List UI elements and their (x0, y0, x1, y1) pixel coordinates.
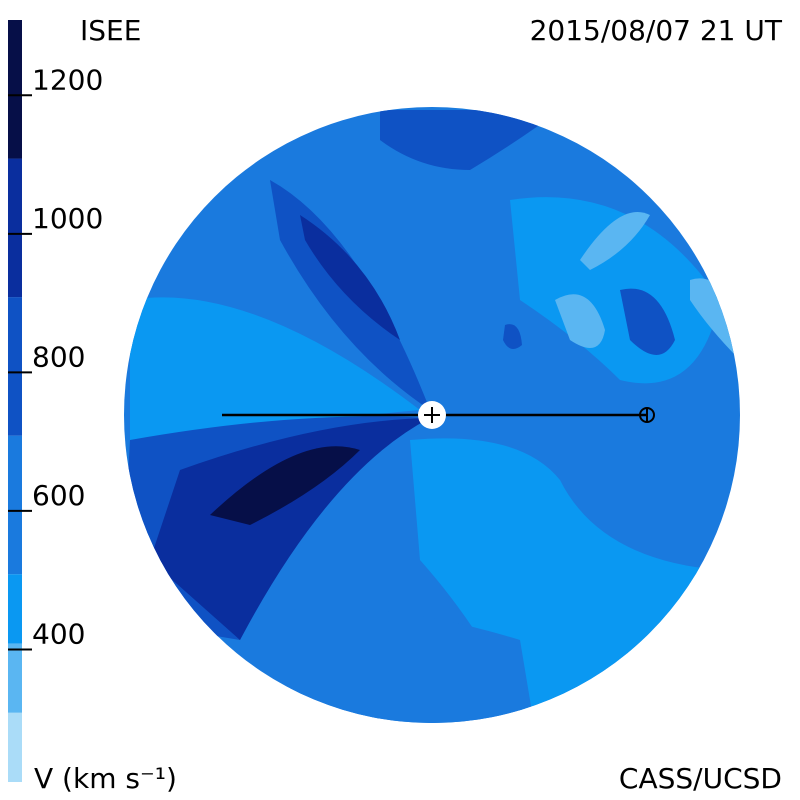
colorbar-tick-label: 1200 (32, 63, 103, 96)
colorbar-band (8, 574, 22, 644)
colorbar-band (8, 435, 22, 575)
colorbar-band (8, 158, 22, 298)
credit: CASS/UCSD (619, 762, 782, 795)
chart-title: ISEE (80, 14, 141, 47)
colorbar-band (8, 297, 22, 436)
velocity-disk (124, 107, 740, 723)
colorbar-label: V (km s⁻¹) (34, 762, 177, 795)
colorbar-band (8, 20, 22, 159)
colorbar-tick-label: 1000 (32, 202, 103, 235)
colorbar-tick-label: 600 (32, 479, 85, 512)
colorbar-tick-label: 800 (32, 340, 85, 373)
timestamp: 2015/08/07 21 UT (530, 14, 783, 47)
colorbar-band (8, 712, 22, 782)
colorbar-band (8, 643, 22, 713)
colorbar-tick-label: 400 (32, 617, 85, 650)
